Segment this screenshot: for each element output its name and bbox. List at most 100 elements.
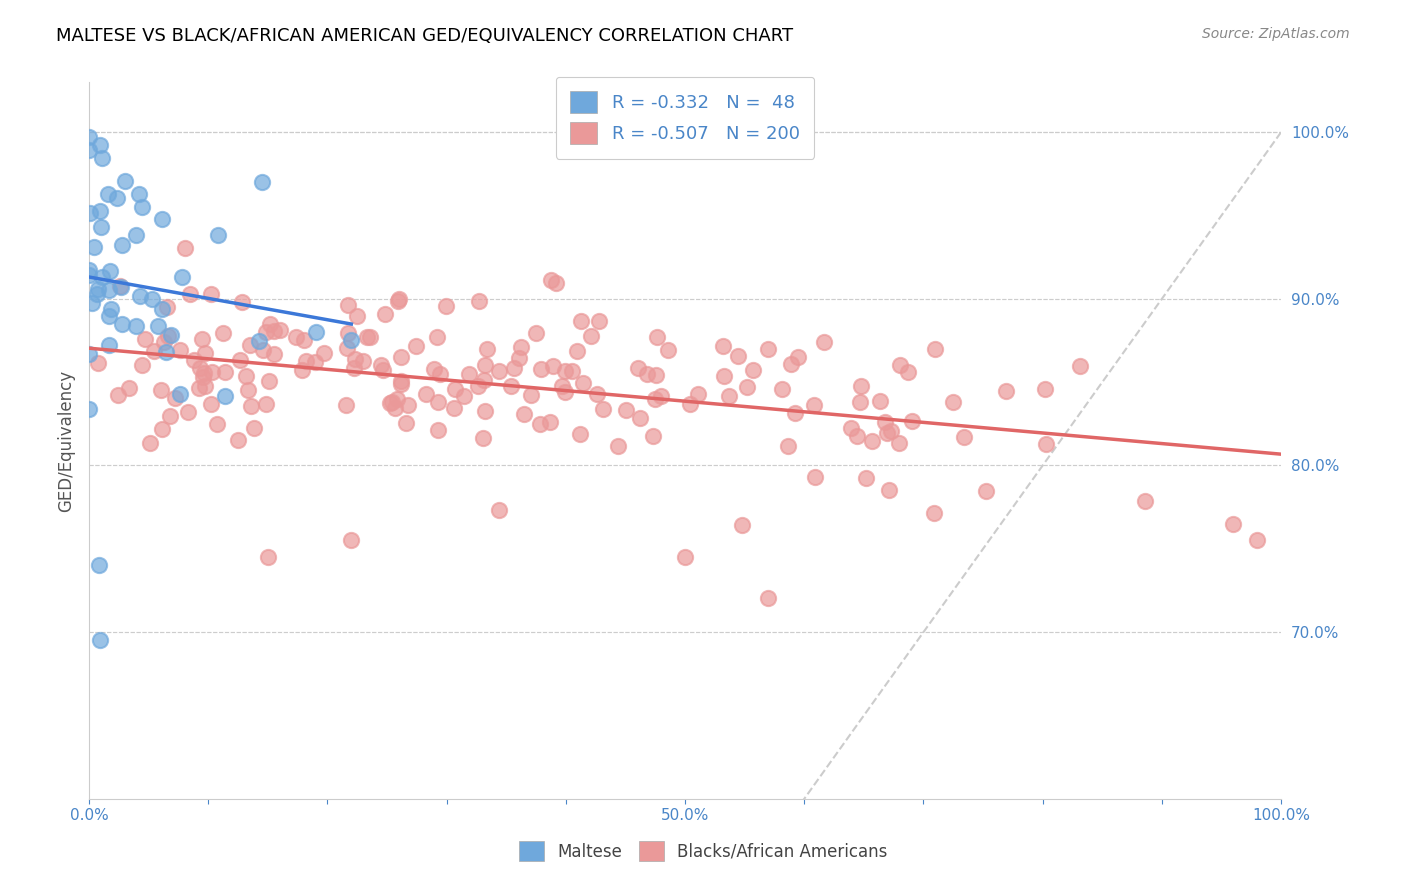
Point	[356, 329, 378, 343]
Point	[688, 387, 710, 401]
Point	[98, 283, 121, 297]
Point	[194, 346, 217, 360]
Point	[179, 286, 201, 301]
Point	[89, 633, 111, 648]
Point	[569, 313, 592, 327]
Point	[346, 309, 368, 323]
Point	[657, 343, 679, 358]
Point	[588, 314, 610, 328]
Point	[849, 394, 872, 409]
Point	[214, 365, 236, 379]
Point	[150, 211, 173, 226]
Point	[79, 401, 101, 416]
Point	[194, 378, 217, 392]
Point	[803, 398, 825, 412]
Point	[901, 414, 924, 428]
Text: MALTESE VS BLACK/AFRICAN AMERICAN GED/EQUIVALENCY CORRELATION CHART: MALTESE VS BLACK/AFRICAN AMERICAN GED/EQ…	[56, 27, 793, 45]
Point	[77, 263, 100, 277]
Point	[263, 346, 285, 360]
Point	[953, 429, 976, 443]
Point	[444, 383, 467, 397]
Point	[544, 277, 567, 291]
Point	[200, 397, 222, 411]
Point	[772, 382, 794, 396]
Point	[169, 343, 191, 357]
Point	[131, 200, 153, 214]
Point	[254, 325, 277, 339]
Point	[90, 151, 112, 165]
Point	[713, 368, 735, 383]
Point	[876, 425, 898, 440]
Point	[641, 429, 664, 443]
Point	[259, 318, 281, 332]
Point	[169, 387, 191, 401]
Point	[569, 426, 592, 441]
Point	[212, 326, 235, 340]
Point	[188, 381, 211, 395]
Point	[79, 268, 101, 282]
Point	[142, 344, 165, 359]
Point	[352, 353, 374, 368]
Point	[530, 362, 553, 376]
Point	[188, 360, 211, 375]
Point	[396, 398, 419, 412]
Point	[405, 339, 427, 353]
Point	[388, 292, 411, 306]
Point	[226, 433, 249, 447]
Point	[79, 205, 101, 219]
Point	[77, 129, 100, 144]
Point	[869, 393, 891, 408]
Point	[236, 384, 259, 398]
Point	[524, 326, 547, 341]
Point	[79, 143, 101, 157]
Point	[889, 358, 911, 372]
Point	[98, 338, 121, 352]
Point	[269, 322, 291, 336]
Point	[711, 339, 734, 353]
Point	[922, 506, 945, 520]
Point	[229, 353, 252, 368]
Point	[1133, 494, 1156, 508]
Point	[150, 301, 173, 316]
Point	[572, 376, 595, 390]
Point	[235, 369, 257, 384]
Point	[250, 175, 273, 189]
Point	[252, 343, 274, 358]
Point	[422, 362, 444, 376]
Point	[160, 327, 183, 342]
Point	[107, 388, 129, 402]
Point	[645, 330, 668, 344]
Point	[77, 347, 100, 361]
Point	[1033, 382, 1056, 396]
Point	[257, 374, 280, 388]
Point	[138, 436, 160, 450]
Point	[128, 289, 150, 303]
Point	[592, 402, 614, 417]
Point	[488, 364, 510, 378]
Point	[304, 355, 326, 369]
Point	[567, 344, 589, 359]
Point	[191, 370, 214, 384]
Point	[385, 392, 408, 406]
Point	[97, 186, 120, 201]
Point	[82, 296, 104, 310]
Point	[87, 558, 110, 573]
Point	[474, 358, 496, 372]
Point	[337, 326, 360, 340]
Point	[488, 502, 510, 516]
Point	[1069, 359, 1091, 373]
Point	[200, 287, 222, 301]
Point	[256, 397, 278, 411]
Point	[756, 343, 779, 357]
Point	[205, 417, 228, 431]
Point	[1035, 437, 1057, 451]
Point	[100, 301, 122, 316]
Point	[110, 279, 132, 293]
Point	[170, 270, 193, 285]
Point	[880, 424, 903, 438]
Point	[391, 374, 413, 388]
Point	[735, 380, 758, 394]
Point	[434, 299, 457, 313]
Point	[426, 330, 449, 344]
Point	[472, 431, 495, 445]
